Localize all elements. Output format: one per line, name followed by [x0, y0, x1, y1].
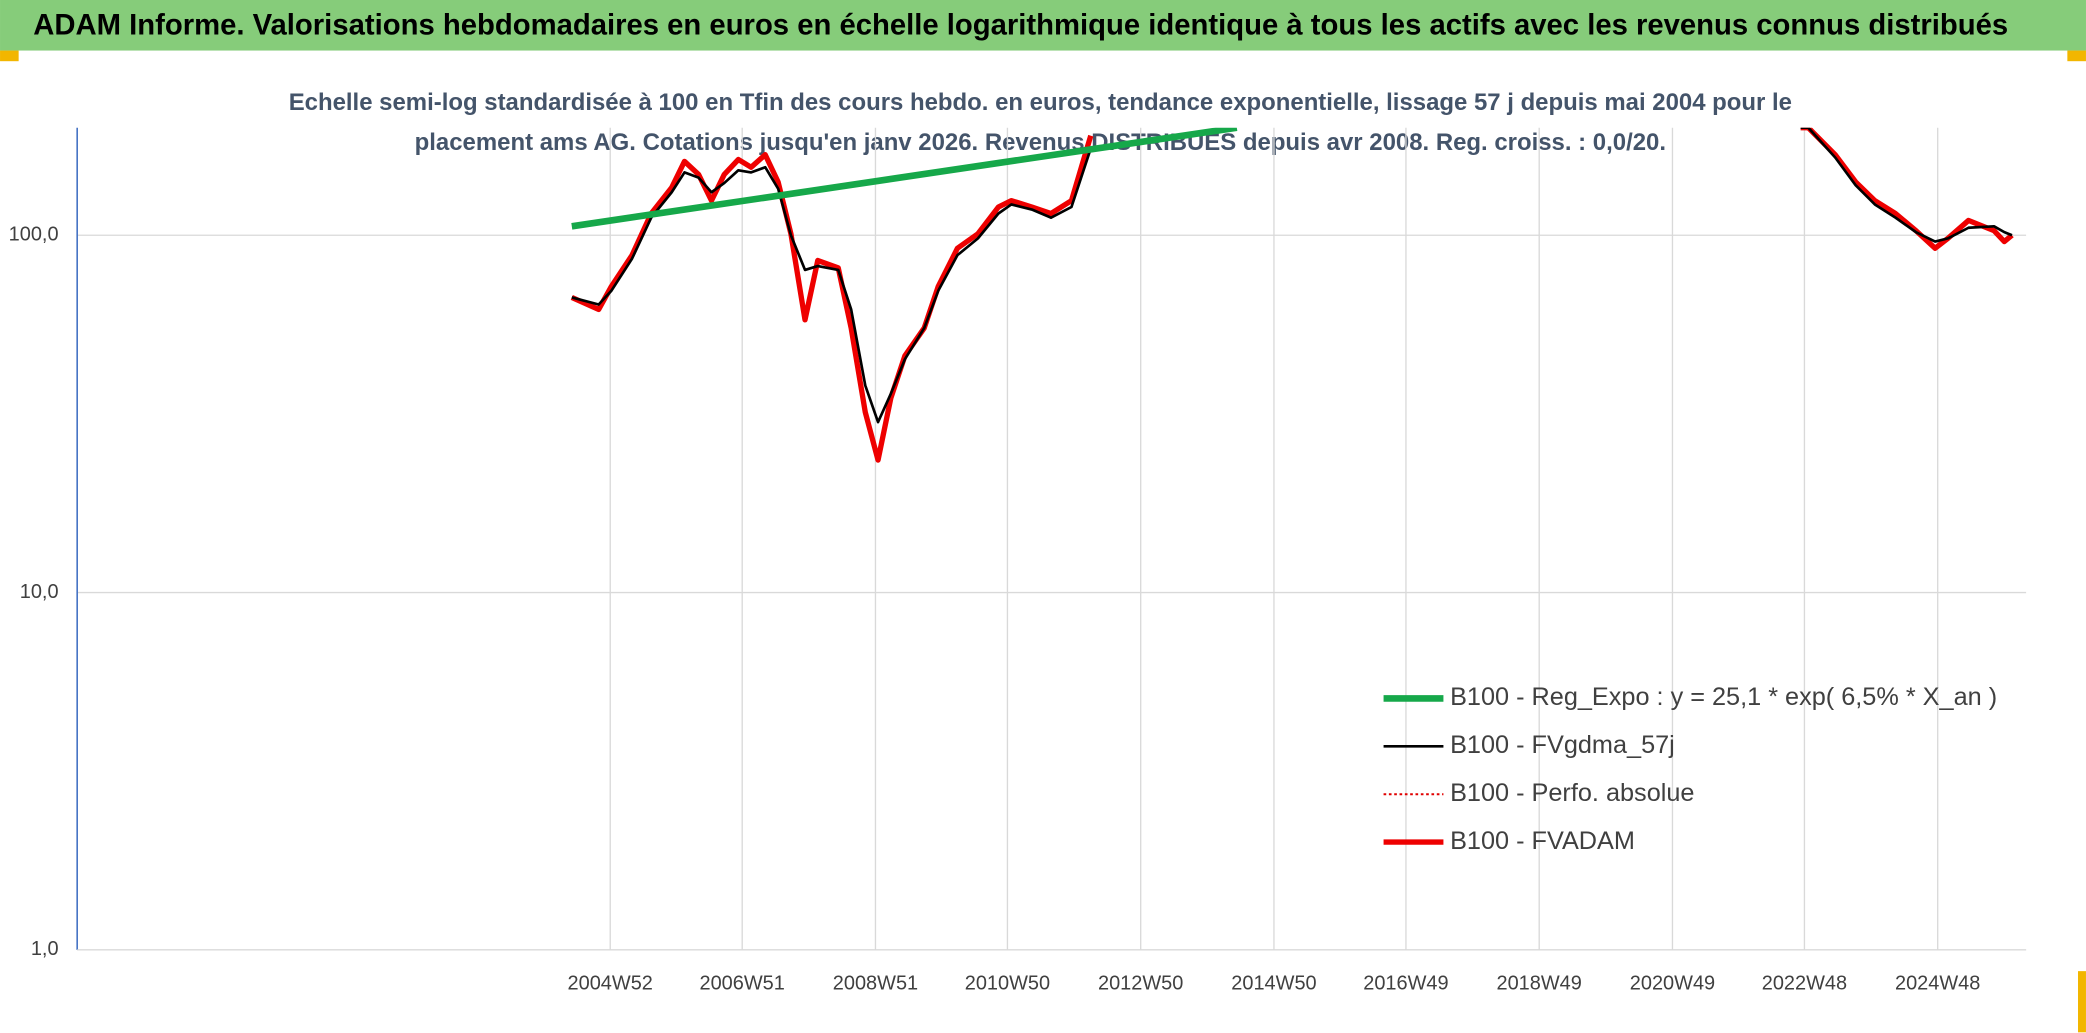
x-tick-label: 2024W48 [1895, 973, 1980, 995]
chart-title: ADAM Informe. Valorisations hebdomadaire… [33, 9, 2008, 41]
x-tick-label: 2008W51 [833, 973, 918, 995]
corner [0, 50, 19, 62]
y-tick-label: 100,0 [9, 224, 59, 246]
title-bar [0, 0, 2086, 51]
legend-label: B100 - FVgdma_57j [1450, 731, 1675, 759]
x-tick-label: 2016W49 [1363, 973, 1448, 995]
x-tick-label: 2012W50 [1098, 973, 1183, 995]
legend: B100 - Reg_Expo : y = 25,1 * exp( 6,5% *… [1383, 683, 1997, 855]
x-tick-label: 2004W52 [568, 973, 653, 995]
legend-label: B100 - FVADAM [1450, 827, 1635, 855]
y-tick-label: 1,0 [31, 938, 59, 960]
x-tick-label: 2022W48 [1762, 973, 1847, 995]
legend-label: B100 - Reg_Expo : y = 25,1 * exp( 6,5% *… [1450, 683, 1997, 711]
subtitle: placement ams AG. Cotations jusqu'en jan… [415, 129, 1666, 156]
x-tick-label: 2020W49 [1630, 973, 1715, 995]
grid: 1,0 10,0 100,0 2004W52 2006W51 2008W51 2010W50… [9, 127, 2027, 995]
corner [2077, 971, 2086, 1033]
plot [570, 127, 2014, 463]
y-tick-label: 10,0 [20, 581, 59, 603]
series-line [571, 127, 1238, 230]
x-tick-label: 2006W51 [700, 973, 785, 995]
corner [2067, 50, 2086, 62]
legend-label: B100 - Perfo. absolue [1450, 779, 1694, 807]
x-tick-label: 2018W49 [1497, 973, 1582, 995]
x-tick-label: 2014W50 [1231, 973, 1316, 995]
x-tick-label: 2010W50 [965, 973, 1050, 995]
series-line [571, 127, 2013, 424]
subtitle: Echelle semi-log standardisée à 100 en T… [289, 89, 1792, 116]
